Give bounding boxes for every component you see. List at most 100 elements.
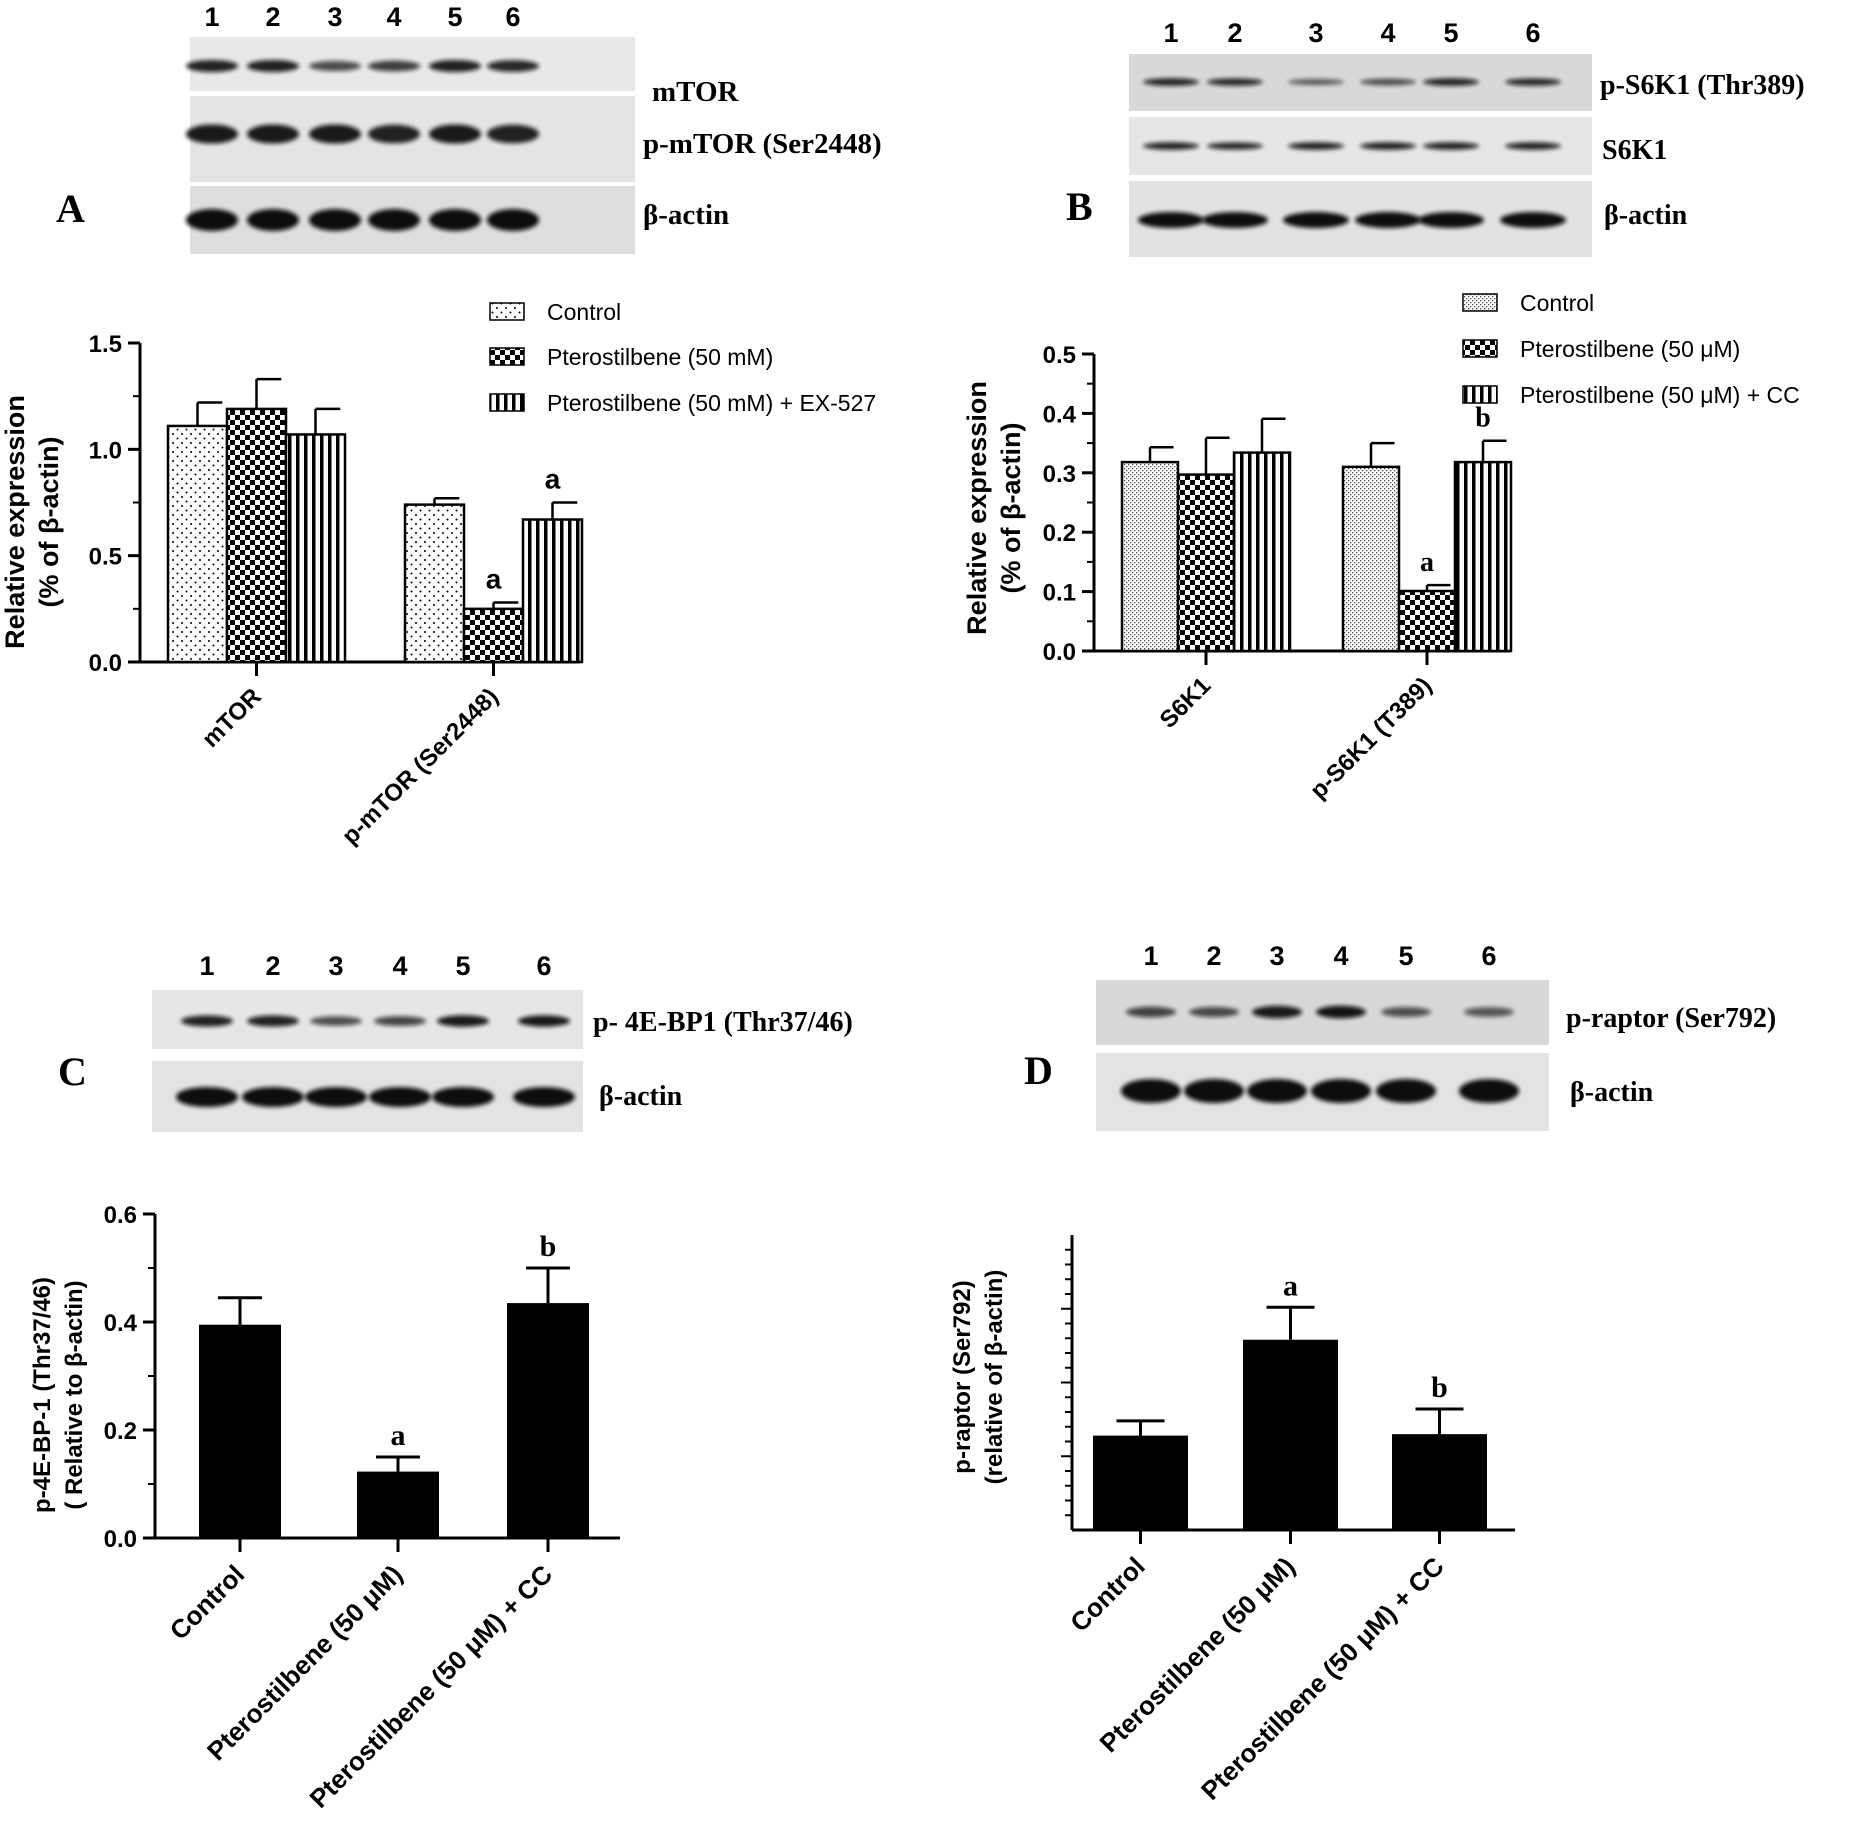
blot-b-band — [1505, 78, 1561, 86]
blot-d-strip-1 — [1096, 980, 1549, 1045]
blot-b-band — [1202, 212, 1268, 228]
blot-c-lane-labels: 1 2 3 4 5 6 — [199, 951, 551, 981]
blot-c-band — [513, 1087, 575, 1107]
chart-a-ytick-label: 1.0 — [89, 437, 122, 464]
blot-b-strip-3 — [1129, 181, 1592, 257]
chart-b-bar — [1341, 465, 1401, 653]
chart-c-sig-label: a — [391, 1419, 406, 1452]
blot-c-lane-1: 1 — [199, 951, 214, 981]
blot-b-label-actin: β-actin — [1604, 200, 1688, 231]
blot-a-band — [368, 124, 420, 144]
chart-c-bar — [199, 1324, 281, 1538]
blot-a-lane-labels: 1 2 3 4 5 6 — [204, 2, 520, 32]
chart-a-legend: Control Pterostilbene (50 mM) Pterostilb… — [489, 299, 876, 416]
chart-d-bar — [1243, 1339, 1338, 1530]
blot-a-label-actin: β-actin — [643, 199, 729, 231]
blot-a-band — [186, 209, 238, 231]
chart-b-legend: Control Pterostilbene (50 μM) Pterostilb… — [1462, 290, 1800, 408]
blot-d-lane-3: 3 — [1269, 941, 1284, 971]
blot-b-band — [1360, 142, 1416, 150]
chart-b-ylabel: Relative expression (% of β-actin) — [962, 381, 1026, 635]
blot-b-band — [1355, 212, 1421, 228]
blot-c: 1 2 3 4 5 6 p- 4E-BP1 (Thr37/46) β-actin — [152, 951, 853, 1132]
chart-b-ytick-label: 0.5 — [1043, 342, 1076, 369]
panel-b: 1 2 3 4 5 6 p-S6K1 (Thr389) S6K1 β-acti — [962, 18, 1805, 804]
blot-b-band — [1423, 142, 1479, 150]
blot-d-lane-6: 6 — [1481, 941, 1496, 971]
blot-d-band — [1184, 1079, 1244, 1103]
blot-b-band — [1283, 212, 1349, 228]
blot-d-strip-2 — [1096, 1053, 1549, 1131]
blot-b-lane-3: 3 — [1308, 18, 1323, 48]
chart-c-ylabel-line2: ( Relative to β-actin) — [61, 1280, 88, 1509]
blot-d-band — [1247, 1079, 1307, 1103]
blot-a-band — [247, 209, 299, 231]
panel-letter-c: C — [58, 1049, 87, 1094]
chart-d-bar — [1392, 1434, 1487, 1530]
blot-d-band — [1464, 1007, 1514, 1017]
chart-a-sig-label: a — [545, 464, 561, 495]
blot-c-lane-4: 4 — [392, 951, 407, 981]
chart-d: p-raptor (Ser792) (relative of β-actin) … — [949, 1235, 1515, 1806]
blot-a-label-p-mtor: p-mTOR (Ser2448) — [643, 128, 882, 160]
chart-a-bar — [462, 607, 525, 664]
blot-a-band — [368, 60, 420, 72]
blot-a-band — [487, 124, 539, 144]
blot-d-lane-4: 4 — [1333, 941, 1348, 971]
blot-c-band — [305, 1087, 367, 1107]
legend-a-swatch-control — [489, 302, 525, 321]
chart-d-ylabel-line2: (relative of β-actin) — [981, 1270, 1008, 1485]
blot-b-band — [1423, 78, 1479, 86]
legend-b-ptero: Pterostilbene (50 μM) — [1520, 336, 1740, 362]
chart-a-bar — [166, 424, 229, 664]
chart-c-bar — [507, 1303, 589, 1538]
blot-a-lane-1: 1 — [204, 2, 219, 32]
chart-d-category-label: Pterostilbene (50 μM) + CC — [1195, 1551, 1450, 1806]
blot-c-lane-3: 3 — [328, 951, 343, 981]
blot-a-strip-3 — [186, 186, 635, 254]
blot-b-label-s6k1: S6K1 — [1602, 135, 1667, 166]
chart-b-category-label: p-S6K1 (T389) — [1305, 672, 1437, 804]
blot-a-band — [487, 209, 539, 231]
chart-a-bar — [284, 433, 347, 664]
blot-a-band — [309, 60, 361, 72]
blot-b-band — [1207, 142, 1263, 150]
chart-a-ylabel: Relative expression (% of β-actin) — [0, 395, 64, 649]
chart-b-bar — [1453, 460, 1513, 653]
blot-a-lane-6: 6 — [505, 2, 520, 32]
blot-d-band — [1376, 1079, 1436, 1103]
chart-d-sig-label: b — [1431, 1371, 1448, 1404]
blot-d-label-p-raptor: p-raptor (Ser792) — [1566, 1003, 1776, 1034]
blot-d-band — [1381, 1006, 1431, 1018]
chart-c-bar — [357, 1471, 439, 1538]
blot-c-band — [247, 1015, 299, 1027]
blot-c-label-actin: β-actin — [599, 1081, 683, 1112]
blot-d-lane-2: 2 — [1206, 941, 1221, 971]
blot-a-strip-2 — [186, 96, 635, 182]
blot-b-band — [1143, 142, 1199, 150]
blot-d-band — [1126, 1006, 1176, 1018]
blot-c-lane-5: 5 — [455, 951, 470, 981]
blot-a-band — [186, 59, 238, 73]
blot-b-band — [1288, 78, 1344, 86]
blot-d-band — [1121, 1079, 1181, 1103]
blot-a-band — [487, 60, 539, 72]
blot-b-band — [1500, 212, 1566, 228]
chart-b-ytick-label: 0.2 — [1043, 520, 1076, 547]
blot-c-band — [432, 1087, 494, 1107]
chart-d-sig-label: a — [1283, 1269, 1298, 1302]
chart-b-ytick-label: 0.4 — [1043, 401, 1077, 428]
blot-b-label-p-s6k1: p-S6K1 (Thr389) — [1600, 70, 1805, 101]
chart-b-category-label: S6K1 — [1155, 672, 1217, 734]
chart-a-ytick-label: 0.0 — [89, 650, 122, 677]
chart-a-ytick-label: 1.5 — [89, 331, 122, 358]
chart-c-ylabel: p-4E-BP-1 (Thr37/46) ( Relative to β-act… — [29, 1277, 88, 1513]
blot-d-band — [1252, 1005, 1302, 1019]
blot-b-lane-2: 2 — [1227, 18, 1242, 48]
blot-d-lane-labels: 1 2 3 4 5 6 — [1143, 941, 1496, 971]
legend-a-swatch-ptero-ex527 — [489, 393, 525, 412]
blot-a-band — [247, 124, 299, 144]
chart-d-category-label: Control — [1064, 1551, 1151, 1638]
chart-d-ylabel-line1: p-raptor (Ser792) — [949, 1280, 976, 1473]
